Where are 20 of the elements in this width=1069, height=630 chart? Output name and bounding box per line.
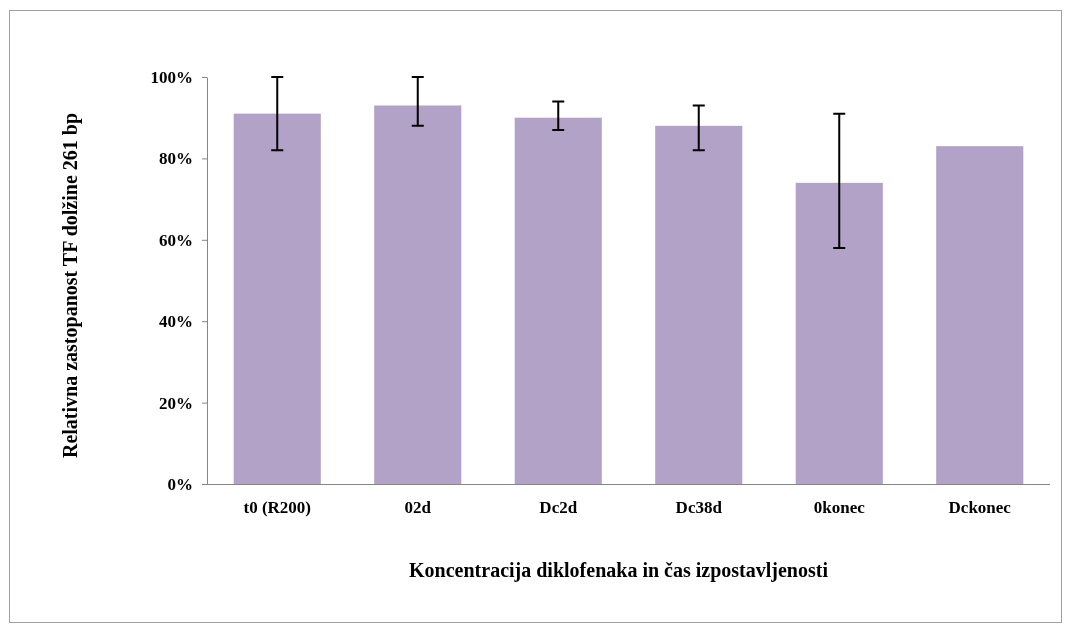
- x-tick-label: Dc2d: [539, 497, 578, 517]
- bar: [374, 105, 462, 484]
- bar: [936, 146, 1024, 484]
- y-axis-title: Relativna zastopanost TF dolžine 261 bp: [59, 112, 82, 459]
- x-axis-title: Koncentracija diklofenaka in čas izpostavljenosti: [409, 559, 829, 582]
- x-tick-label: Dckonec: [948, 497, 1012, 517]
- y-tick-label: 60%: [159, 230, 193, 250]
- y-tick-label: 80%: [159, 149, 193, 169]
- y-tick-label: 40%: [159, 312, 193, 332]
- x-tick-label: t0 (R200): [243, 497, 312, 517]
- bar: [514, 117, 602, 484]
- y-tick-label: 100%: [150, 67, 193, 87]
- bar: [655, 125, 743, 484]
- x-tick-label: 02d: [404, 497, 432, 517]
- bar: [795, 182, 883, 484]
- x-tick-label: Dc38d: [675, 497, 723, 517]
- y-tick-label: 20%: [159, 393, 193, 413]
- x-tick-label: 0konec: [813, 497, 866, 517]
- bar: [233, 113, 321, 484]
- y-tick-label: 0%: [167, 474, 193, 494]
